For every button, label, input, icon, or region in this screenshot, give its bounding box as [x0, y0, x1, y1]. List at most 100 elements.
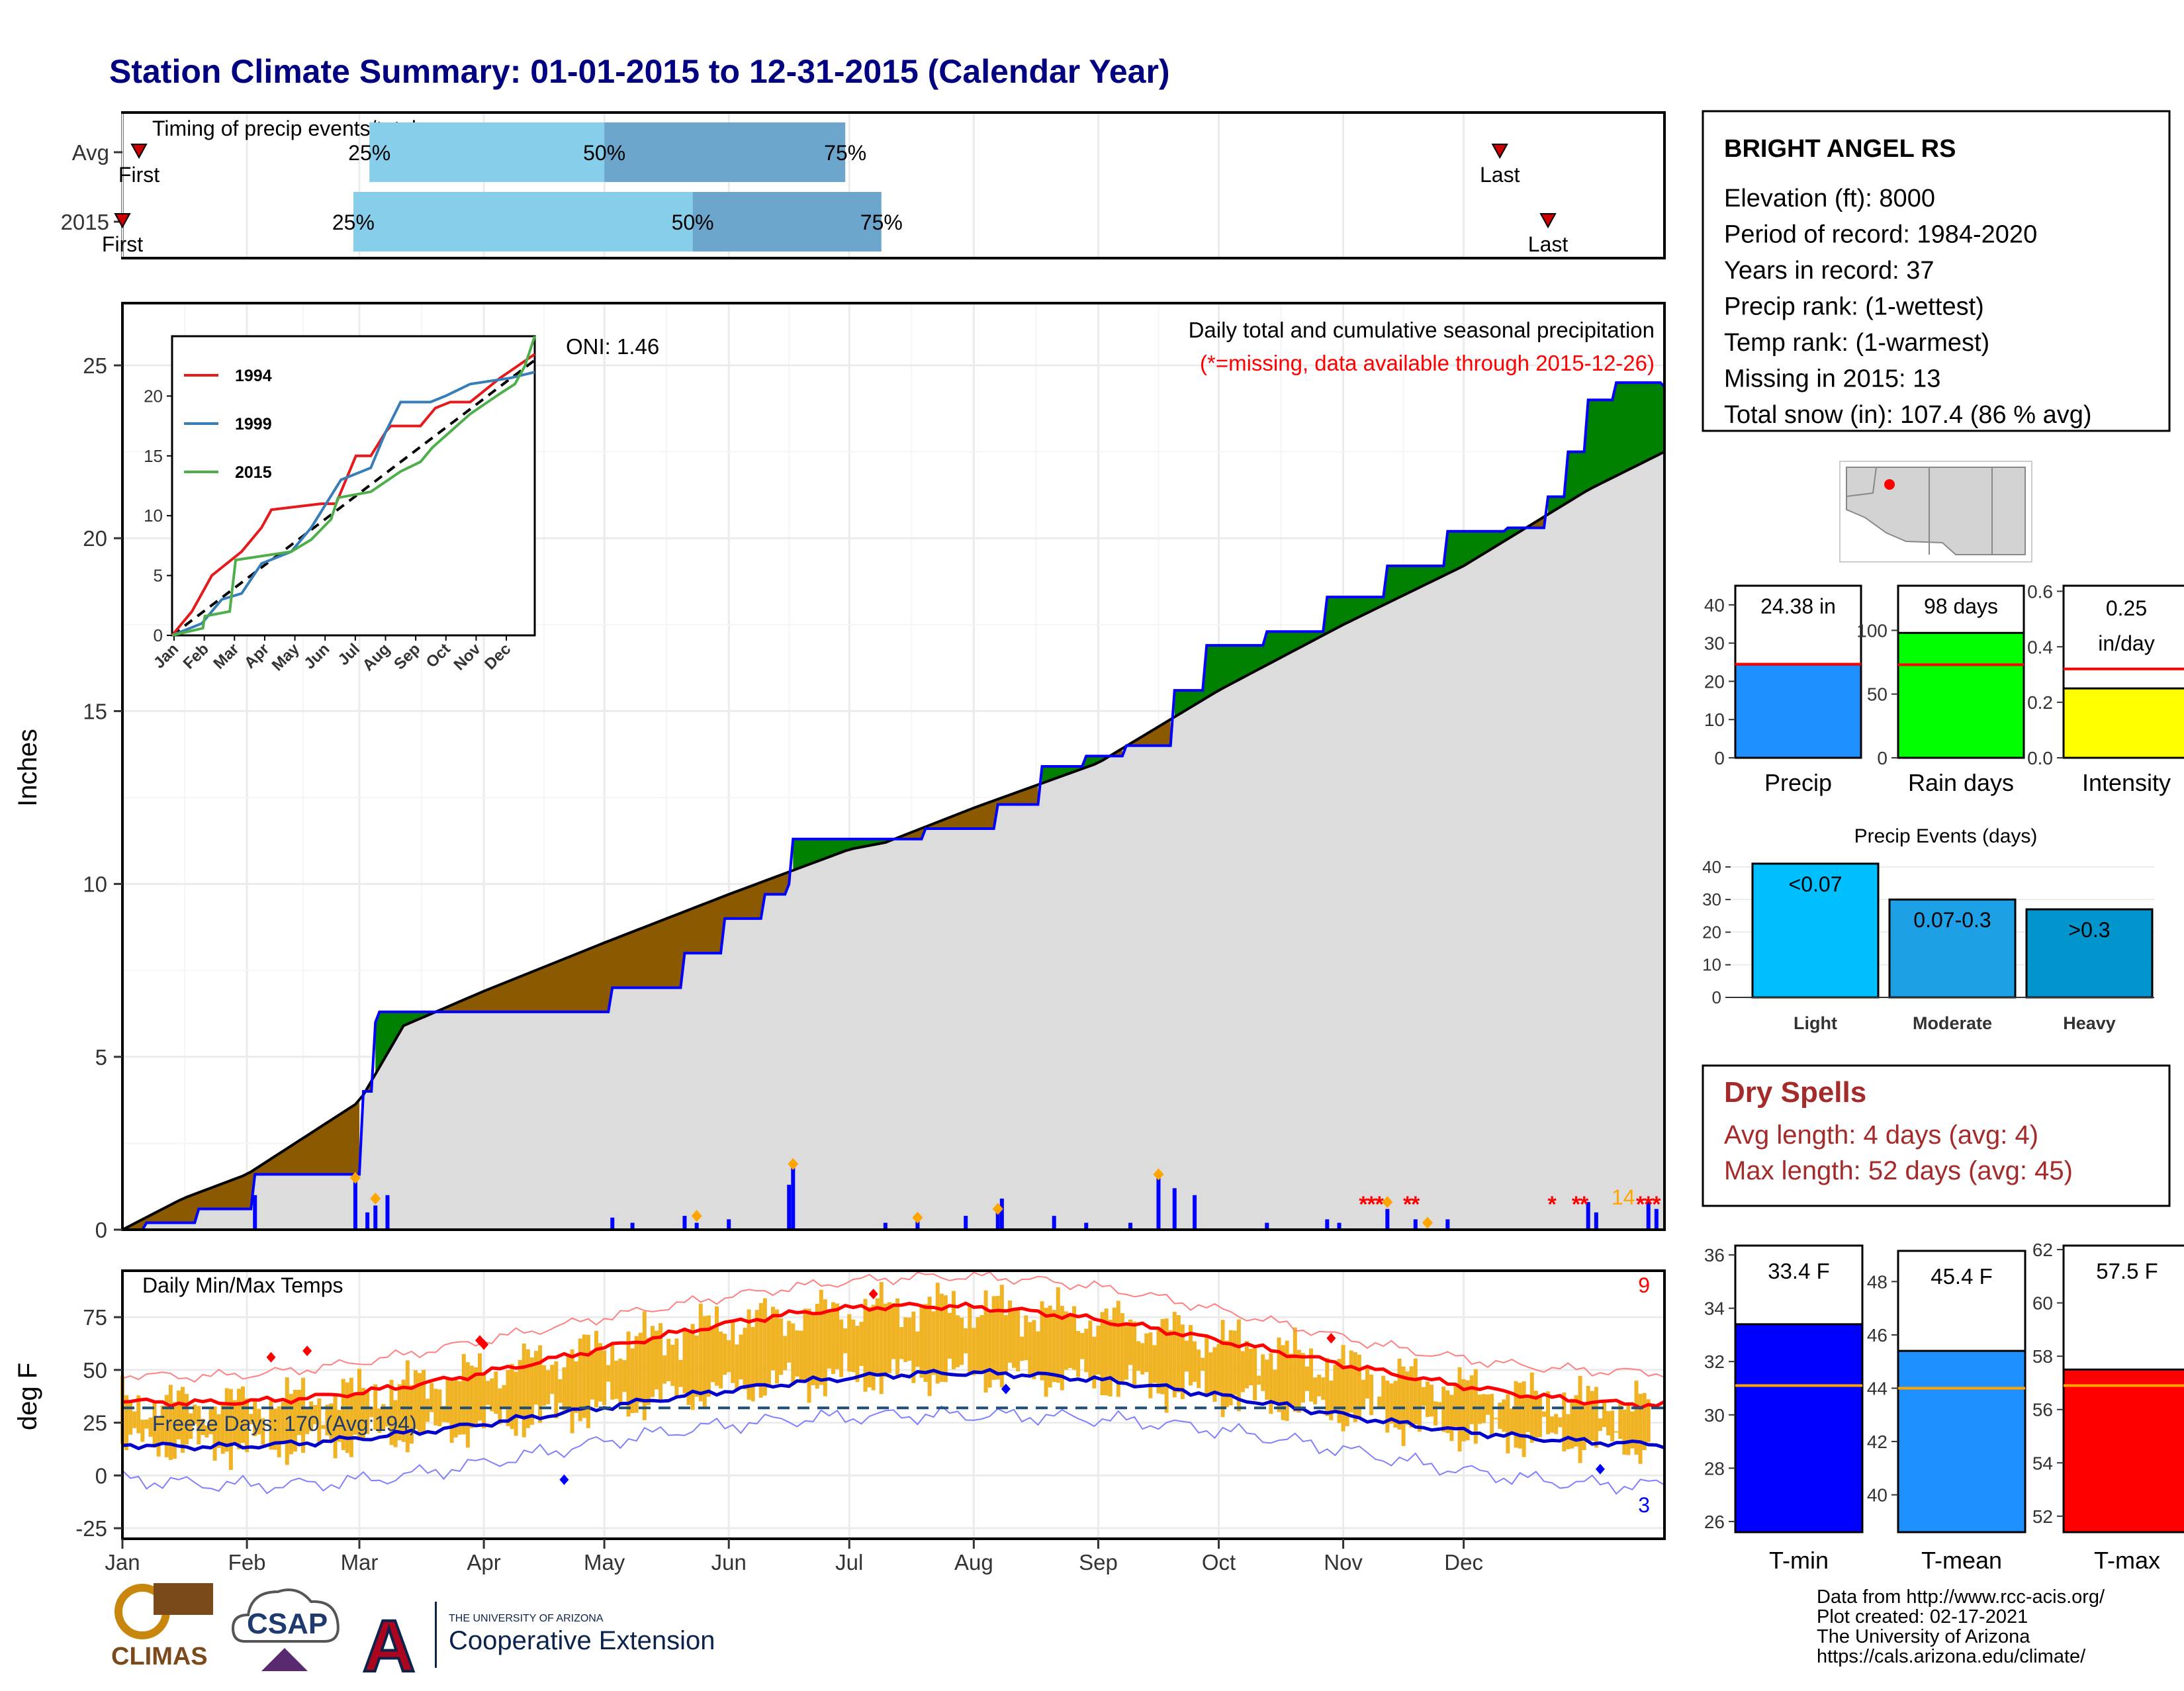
daily-precip-bar — [1385, 1209, 1390, 1230]
daily-temp-bar — [1642, 1393, 1647, 1450]
station-info-line: Precip rank: (1-wettest) — [1724, 293, 1984, 321]
daily-temp-bar — [1574, 1395, 1578, 1447]
daily-temp-bar — [228, 1389, 233, 1470]
daily-temp-bar — [927, 1297, 932, 1396]
daily-temp-bar — [827, 1310, 831, 1369]
summary-bar-tick-label: 0.2 — [2027, 692, 2053, 713]
daily-temp-bar — [1325, 1357, 1330, 1416]
precip-missing-note: (*=missing, data available through 2015-… — [1200, 351, 1655, 375]
daily-temp-bar — [490, 1378, 494, 1412]
daily-temp-bar — [172, 1402, 177, 1459]
daily-temp-bar — [662, 1355, 667, 1384]
daily-temp-bar — [337, 1410, 341, 1442]
daily-temp-bar — [879, 1282, 884, 1394]
precip-events-tick-label: 0 — [1712, 987, 1721, 1007]
daily-temp-bar — [405, 1360, 410, 1453]
daily-temp-bar — [1333, 1364, 1338, 1413]
summary-bar-value-label: 24.38 in — [1760, 594, 1836, 618]
month-tick-label: May — [584, 1550, 625, 1575]
record-high-marker — [868, 1289, 878, 1300]
daily-temp-bar — [309, 1401, 314, 1432]
daily-temp-bar — [1116, 1301, 1120, 1397]
daily-temp-bar — [269, 1400, 273, 1450]
temp-bar-value-label: 45.4 F — [1931, 1264, 1993, 1289]
daily-temp-bar — [1156, 1330, 1161, 1394]
daily-temp-bar — [1421, 1387, 1426, 1406]
daily-temp-bar — [1437, 1402, 1442, 1408]
daily-temp-bar — [201, 1418, 205, 1436]
inset-y-tick-label: 10 — [144, 506, 163, 526]
daily-temp-bar — [602, 1350, 607, 1406]
daily-temp-bar — [1100, 1312, 1105, 1396]
daily-temp-bar — [1586, 1385, 1590, 1442]
daily-temp-bar — [296, 1389, 301, 1436]
daily-temp-bar — [674, 1338, 679, 1399]
logo-university-of-arizona: A THE UNIVERSITY OF ARIZONA Cooperative … — [361, 1602, 715, 1688]
temp-bar-value — [1734, 1323, 1864, 1533]
daily-precip-bar — [1325, 1219, 1330, 1230]
daily-temp-bar — [317, 1398, 322, 1445]
inset-legend-label: 2015 — [235, 463, 272, 482]
daily-temp-bar — [1265, 1359, 1269, 1400]
last-event-label: Last — [1528, 232, 1569, 256]
daily-precip-bar — [995, 1205, 1000, 1230]
daily-temp-bar — [409, 1385, 414, 1444]
daily-precip-bar — [630, 1222, 635, 1230]
temp-bar-tick-label: 34 — [1704, 1299, 1725, 1319]
daily-temp-bar — [666, 1338, 671, 1381]
daily-temp-bar — [823, 1299, 827, 1396]
daily-temp-bar — [855, 1326, 860, 1383]
below-average-area — [435, 872, 790, 1012]
daily-temp-bar — [365, 1391, 370, 1434]
daily-temp-bar — [811, 1313, 815, 1385]
temp-bar-value — [2062, 1368, 2184, 1533]
first-event-marker — [114, 213, 131, 229]
daily-temp-bar — [1594, 1387, 1598, 1448]
daily-precip-bar — [1654, 1209, 1659, 1230]
station-info-box: BRIGHT ANGEL RS Elevation (ft): 8000 Peri… — [1702, 110, 2171, 432]
temp-bar-tmean: 40 42 44 46 48 45.4 F T-mean — [1867, 1250, 2026, 1574]
temp-y-tick-label: 0 — [95, 1463, 107, 1488]
first-event-label: First — [118, 163, 159, 187]
daily-temp-bar — [1430, 1385, 1434, 1417]
daily-precip-bar — [373, 1205, 378, 1230]
daily-temp-bar — [1626, 1404, 1631, 1455]
daily-temp-bar — [1164, 1318, 1169, 1413]
precip-y-tick-label: 15 — [83, 699, 107, 723]
daily-temp-bar — [1056, 1287, 1060, 1383]
daily-temp-bar — [622, 1359, 627, 1393]
daily-temp-bar — [859, 1322, 864, 1366]
daily-temp-bar — [525, 1349, 530, 1428]
daily-temp-bar — [935, 1283, 940, 1384]
temp-bar-tick-label: 26 — [1704, 1512, 1725, 1532]
daily-temp-bar — [1381, 1375, 1386, 1410]
climas-block — [154, 1583, 213, 1615]
daily-temp-bar — [1401, 1366, 1406, 1446]
precip-count-label: 14 — [1612, 1185, 1635, 1209]
precip-events-chart: Precip Events (days) 0 10 20 30 40 <0.07 Light 0… — [1702, 825, 2154, 1033]
station-marker — [1884, 479, 1895, 490]
daily-temp-bar — [1550, 1416, 1555, 1433]
month-tick-label: Sep — [1079, 1550, 1118, 1575]
summary-bar-value-label: 98 days — [1924, 594, 1998, 618]
daily-precip-bar — [787, 1185, 792, 1230]
temp-bar-tick-label: 56 — [2032, 1400, 2053, 1420]
station-info-line: Temp rank: (1-warmest) — [1724, 329, 1989, 357]
daily-temp-bar — [413, 1370, 418, 1430]
summary-bar-tick-label: 10 — [1704, 709, 1725, 730]
daily-temp-bar — [502, 1385, 506, 1407]
daily-temp-bar — [1212, 1347, 1217, 1402]
logo-csap: CSAP — [231, 1588, 340, 1671]
daily-temp-bar — [819, 1289, 823, 1385]
temp-bar-tick-label: 30 — [1704, 1405, 1725, 1426]
daily-temp-bar — [787, 1320, 792, 1363]
daily-temp-bar — [835, 1303, 840, 1369]
map-borders — [1846, 467, 1993, 555]
daily-temp-bar — [1172, 1312, 1177, 1398]
temp-bar-tick-label: 36 — [1704, 1245, 1725, 1265]
daily-temp-bar — [775, 1309, 780, 1384]
daily-temp-bar — [1052, 1310, 1056, 1383]
daily-temp-bar — [232, 1400, 237, 1445]
